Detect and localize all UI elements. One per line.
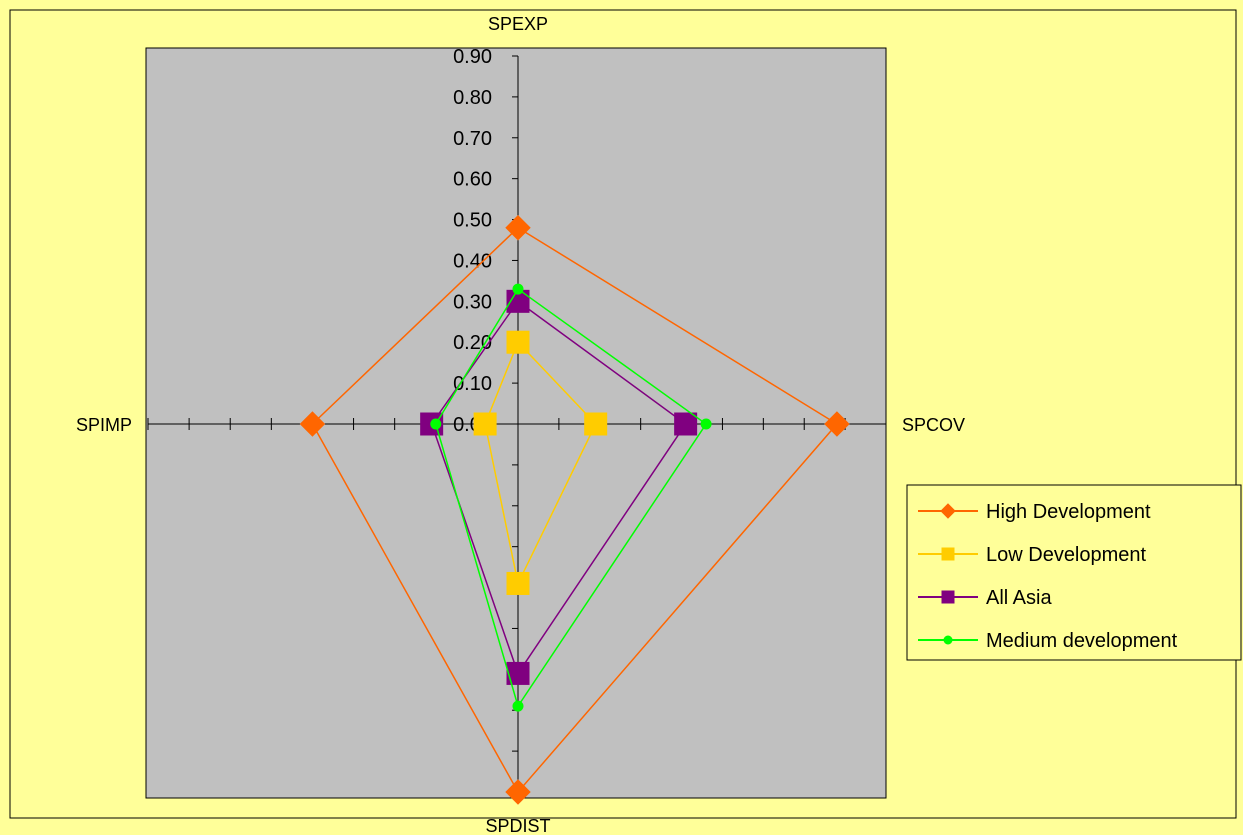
legend: High Development Low Development All Asia M… [906, 484, 1242, 661]
legend-label: Low Development [986, 544, 1147, 566]
data-point-marker [506, 330, 530, 354]
data-point-marker [941, 547, 955, 561]
data-point-marker [943, 635, 953, 645]
legend-entry: All Asia [918, 587, 1052, 609]
series-medium-development [430, 283, 712, 712]
axis-label-bottom: SPDIST [485, 816, 550, 835]
tick-label: 0.20 [453, 332, 492, 354]
tick-label: 0.90 [453, 46, 492, 68]
data-point-marker [940, 503, 956, 519]
data-point-marker [674, 412, 698, 436]
tick-label: 0.40 [453, 250, 492, 272]
legend-label: All Asia [986, 587, 1052, 609]
axis-label-left: SPIMP [76, 415, 132, 435]
data-point-marker [824, 411, 850, 437]
data-point-marker [512, 700, 524, 712]
data-point-marker [505, 215, 531, 241]
legend-label: Medium development [986, 630, 1178, 652]
data-point-marker [505, 779, 531, 805]
legend-entry: High Development [918, 501, 1151, 523]
tick-label: 0.80 [453, 87, 492, 109]
series-layer [299, 215, 850, 805]
data-point-marker [506, 661, 530, 685]
plot-area [145, 47, 887, 799]
data-point-marker [941, 590, 955, 604]
data-point-marker [299, 411, 326, 437]
data-point-marker [473, 412, 497, 436]
tick-label: 0.60 [453, 169, 492, 191]
series-low-development [473, 330, 608, 595]
legend-box [906, 484, 1242, 661]
tick-label: 0.70 [453, 128, 492, 150]
data-point-marker [584, 412, 608, 436]
legend-entry: Low Development [918, 544, 1147, 566]
data-point-marker [506, 571, 530, 595]
series-high-development [299, 215, 850, 805]
data-point-marker [430, 418, 442, 430]
data-point-marker [700, 418, 712, 430]
legend-entry: Medium development [918, 630, 1178, 652]
data-point-marker [512, 283, 524, 295]
tick-label: 0.30 [453, 291, 492, 313]
legend-label: High Development [986, 501, 1151, 523]
axis-label-right: SPCOV [902, 415, 965, 435]
tick-label: 0.50 [453, 210, 492, 232]
axis-label-top: SPEXP [488, 14, 548, 34]
